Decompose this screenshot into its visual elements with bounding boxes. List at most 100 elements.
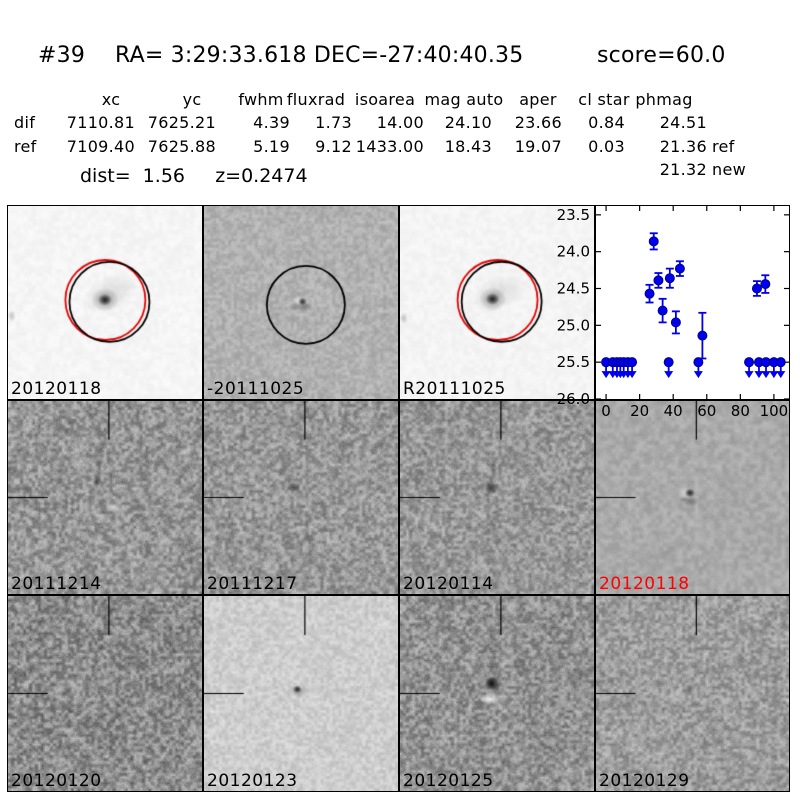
phot-value: 21.36: [659, 137, 707, 156]
data-point: [657, 305, 668, 316]
cutout-panel-20120123: 20120123: [203, 595, 399, 792]
upper-limit-marker: [693, 357, 704, 368]
limit-arrow: [693, 371, 703, 379]
y-tick-label: 24.0: [557, 243, 590, 261]
data-point: [664, 273, 675, 284]
cutout-date-label: R20111025: [403, 379, 506, 399]
y-tick-label: 24.5: [557, 280, 590, 298]
phot-value: 19.07: [514, 137, 562, 156]
y-tick-label: 25.0: [557, 316, 590, 334]
x-tick-label: 60: [697, 402, 716, 420]
phot-col-header: cl star: [578, 90, 630, 109]
phot-extra-suffix: new: [712, 160, 746, 179]
phot-value: 0.03: [588, 137, 625, 156]
cutout-image-20111214: [8, 401, 202, 594]
phot-row-label: dif: [14, 113, 36, 132]
cutout-date-label: 20120129: [599, 771, 690, 791]
limit-arrow: [776, 371, 786, 379]
data-point: [760, 279, 771, 290]
cutout-date-label: 20120123: [207, 771, 298, 791]
phot-value: 9.12: [315, 137, 352, 156]
data-point: [648, 236, 659, 247]
phot-value: 1.73: [315, 113, 352, 132]
candidate-score: score=60.0: [597, 43, 726, 68]
phot-value: 7110.81: [66, 113, 135, 132]
x-tick-label: 80: [731, 402, 750, 420]
data-point: [674, 263, 685, 274]
cutout-date-label: 20120125: [403, 771, 494, 791]
phot-col-header: yc: [182, 90, 202, 109]
cutout-date-label: 20111214: [11, 574, 102, 594]
cutout-image-20120123: [204, 596, 398, 791]
dist-redshift-line: dist= 1.56 z=0.2474: [80, 165, 308, 187]
cutout-image-20120114: [400, 401, 594, 594]
cutout-date-label: 20120118: [11, 379, 102, 399]
cutout-panel--20111025: -20111025: [203, 205, 399, 400]
phot-value: 0.84: [588, 113, 625, 132]
phot-value: 18.43: [444, 137, 492, 156]
phot-col-header: aper: [519, 90, 557, 109]
candidate-id: #39: [38, 43, 86, 68]
cutout-image--20111025: [204, 206, 398, 399]
data-point: [697, 330, 708, 341]
phot-value: 4.39: [253, 113, 290, 132]
limit-arrow: [761, 371, 771, 379]
light-curve-plot: 0 20 40 60 80 100 23.5 24.0 24.5 25.0 25.5 26.0: [557, 205, 790, 420]
light-curve-svg: 0 20 40 60 80 100 23.5 24.0 24.5 25.0 25.5 26.0: [557, 206, 789, 420]
limit-arrow: [769, 371, 779, 379]
cutout-date-label: 20111217: [207, 574, 298, 594]
cutout-image-20111217: [204, 401, 398, 594]
cutout-panel-20120114: 20120114: [399, 400, 595, 595]
phot-col-header: fluxrad: [286, 90, 346, 109]
x-tick-label: 20: [630, 402, 649, 420]
data-point: [670, 317, 681, 328]
upper-limit-marker: [627, 357, 638, 368]
cutout-image-R20111025: [400, 206, 594, 399]
upper-limit-marker: [663, 357, 674, 368]
cutout-image-20120125: [400, 596, 594, 791]
cutout-date-label: 20120118: [599, 574, 690, 594]
cutout-panel-R20111025: R20111025: [399, 205, 595, 400]
data-point: [751, 283, 762, 294]
limit-arrow: [601, 371, 611, 379]
limit-arrow: [664, 371, 674, 379]
phot-col-header: phmag: [635, 90, 693, 109]
phot-value: 1433.00: [355, 137, 424, 156]
limit-arrow: [754, 371, 764, 379]
phot-extra-value: 21.32: [659, 160, 707, 179]
phot-value: 14.00: [376, 113, 424, 132]
cutout-image-20120118: [8, 206, 202, 399]
cutout-image-20120129: [596, 596, 789, 791]
phot-suffix: ref: [712, 137, 735, 156]
cutout-panel-20120129: 20120129: [595, 595, 790, 792]
upper-limit-marker: [775, 357, 786, 368]
upper-limit-marker: [744, 357, 755, 368]
y-tick-label: 26.0: [557, 390, 590, 408]
data-point: [653, 275, 664, 286]
phot-value: 24.10: [444, 113, 492, 132]
cutout-panel-20120118: 20120118: [595, 400, 790, 595]
x-tick-label: 0: [601, 402, 611, 420]
phot-col-header: xc: [101, 90, 121, 109]
phot-col-header: mag auto: [424, 90, 504, 109]
phot-value: 24.51: [659, 113, 707, 132]
cutout-panel-20111214: 20111214: [7, 400, 203, 595]
data-point: [644, 288, 655, 299]
cutout-date-label: 20120120: [11, 771, 102, 791]
cutout-image-20120118: [596, 401, 789, 594]
cutout-image-20120120: [8, 596, 202, 791]
limit-arrow: [744, 371, 754, 379]
phot-value: 5.19: [253, 137, 290, 156]
cutout-panel-20120125: 20120125: [399, 595, 595, 792]
cutout-date-label: 20120114: [403, 574, 494, 594]
phot-col-header: isoarea: [354, 90, 416, 109]
y-tick-label: 25.5: [557, 353, 590, 371]
cutout-panel-20120120: 20120120: [7, 595, 203, 792]
cutout-panel-20120118: 20120118: [7, 205, 203, 400]
x-tick-label: 100: [760, 402, 789, 420]
phot-value: 23.66: [514, 113, 562, 132]
phot-value: 7625.88: [147, 137, 216, 156]
cutout-panel-20111217: 20111217: [203, 400, 399, 595]
phot-row-label: ref: [14, 137, 37, 156]
